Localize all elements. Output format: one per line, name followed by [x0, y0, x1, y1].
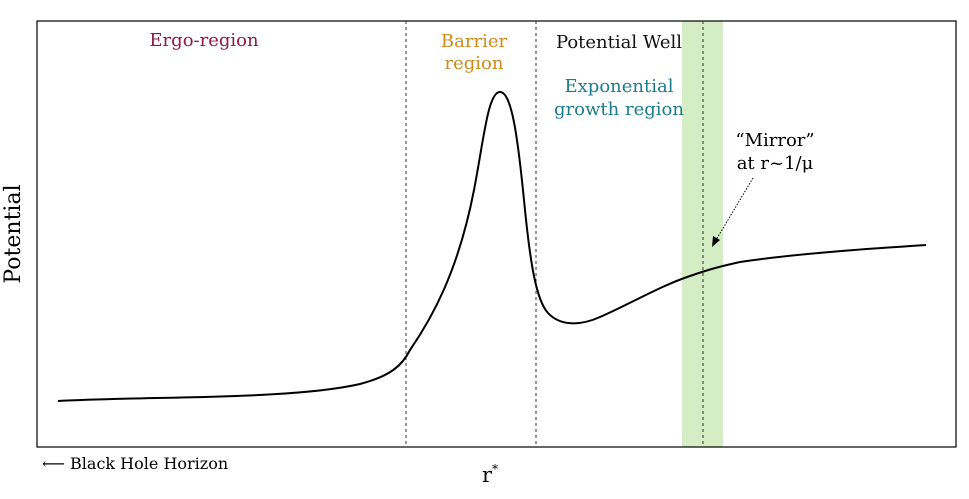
- barrier-region-label-line2: region: [445, 53, 504, 74]
- x-axis-label: r*: [482, 462, 498, 487]
- x-axis-label-superscript: *: [492, 462, 498, 476]
- growth-region-label-line1: Exponential: [565, 76, 674, 97]
- mirror-label-line1: “Mirror”: [735, 130, 814, 151]
- x-axis-label-main: r: [482, 463, 493, 487]
- growth-region-label-line2: growth region: [554, 99, 684, 120]
- ergo-region-label: Ergo-region: [149, 30, 259, 51]
- potential-well-label: Potential Well: [556, 32, 682, 53]
- plot-frame: [36, 20, 957, 448]
- mirror-label-line2: at r~1/μ: [737, 153, 814, 174]
- mirror-arrow-line: [715, 177, 754, 241]
- mirror-arrow-head: [712, 236, 720, 247]
- y-axis-label: Potential: [1, 184, 26, 283]
- barrier-region-label-line1: Barrier: [441, 31, 508, 52]
- horizon-label: ⟵ Black Hole Horizon: [42, 454, 228, 473]
- potential-curve: [57, 90, 927, 402]
